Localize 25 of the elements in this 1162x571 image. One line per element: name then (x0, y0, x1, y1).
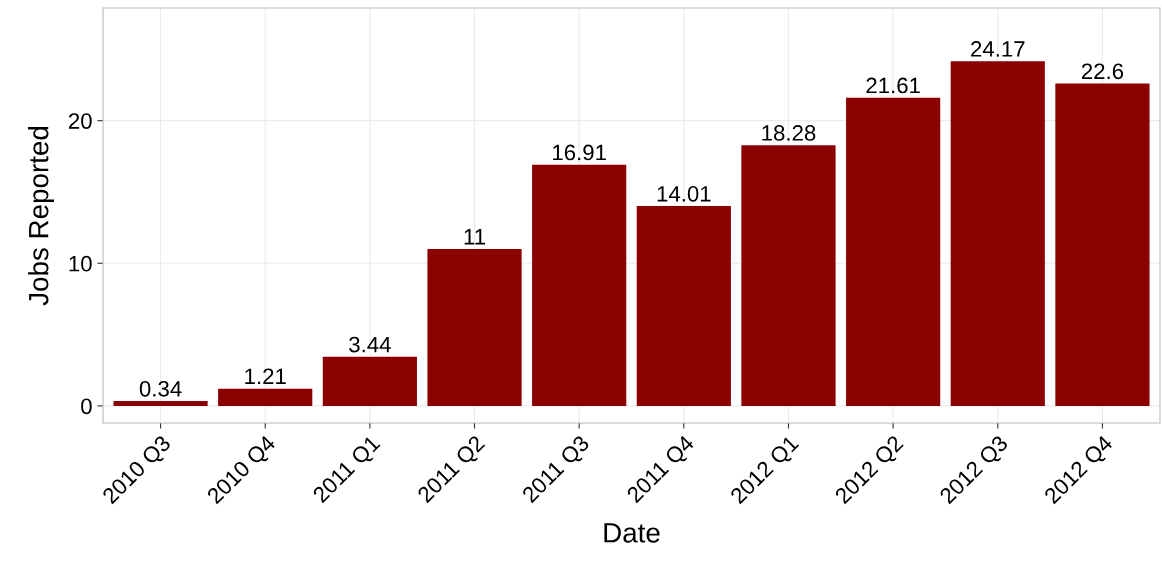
y-axis-title: Jobs Reported (28, 126, 54, 306)
y-tick-label: 0 (81, 398, 92, 415)
data-label: 14.01 (657, 185, 711, 202)
bar (846, 97, 941, 406)
x-axis-title: Date (604, 523, 660, 543)
data-label: 22.6 (1081, 63, 1124, 80)
bar (218, 388, 313, 406)
bar (1055, 83, 1150, 406)
y-tick-label: 10 (69, 255, 92, 272)
y-tick-label: 20 (68, 113, 92, 129)
bar (322, 356, 417, 406)
bar (741, 145, 836, 406)
bar (636, 206, 731, 406)
data-label: 0.34 (139, 380, 182, 397)
data-label: 1.21 (245, 368, 286, 385)
bar (950, 61, 1045, 406)
bar (113, 401, 208, 406)
bar (427, 249, 522, 406)
data-label: 16.91 (553, 144, 606, 161)
data-label: 24.17 (971, 41, 1025, 57)
data-label: 21.61 (866, 77, 920, 94)
data-label: 11 (464, 229, 485, 245)
data-label: 18.28 (762, 125, 816, 141)
bar (532, 164, 627, 406)
data-label: 3.44 (349, 336, 391, 353)
